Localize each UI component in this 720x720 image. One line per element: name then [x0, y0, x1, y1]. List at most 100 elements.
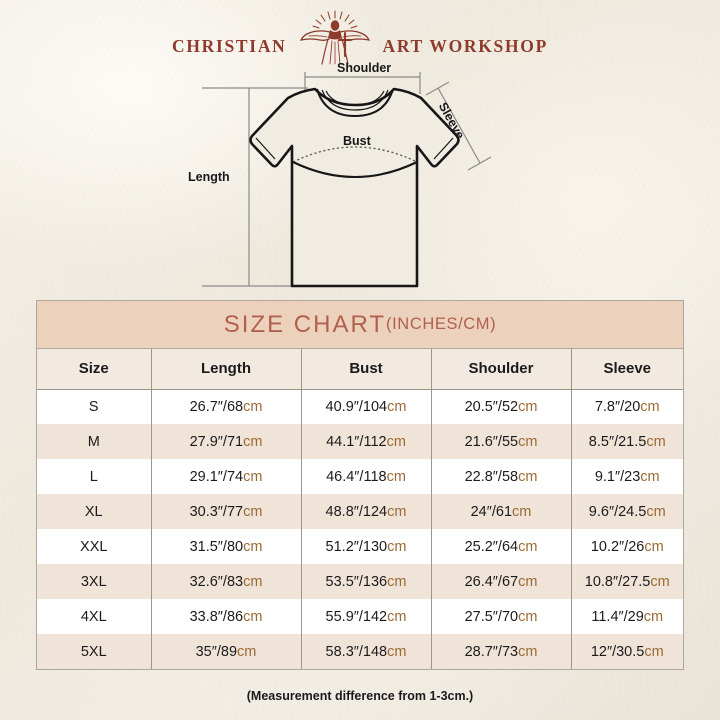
value-unit: cm — [243, 433, 263, 450]
value-inches: 31.5″/80 — [189, 538, 244, 555]
table-row: 4XL 33.8″/86cm 55.9″/142cm 27.5″/70cm 11.4″/… — [37, 599, 683, 634]
table-row: XL 30.3″/77cm 48.8″/124cm 24″/61cm 9.6″/24.5… — [37, 494, 683, 529]
value-unit: cm — [387, 608, 407, 625]
column-header-size: Size — [37, 349, 152, 390]
value-inches: 8.5″/21.5 — [588, 433, 647, 450]
cell-shoulder: 20.5″/52cm — [431, 389, 572, 424]
value-unit: cm — [518, 538, 538, 555]
value-inches: 55.9″/142 — [325, 608, 388, 625]
value-unit: cm — [644, 538, 664, 555]
value-unit: cm — [387, 503, 407, 520]
value-inches: 32.6″/83 — [189, 573, 244, 590]
length-dimension-label: Length — [188, 170, 230, 184]
cell-length: 29.1″/74cm — [151, 459, 302, 494]
cell-length: 31.5″/80cm — [151, 529, 302, 564]
value-inches: 33.8″/86 — [189, 608, 244, 625]
size-chart-title-bar: SIZE CHART (INCHES/CM) — [37, 301, 683, 349]
size-chart-units: (INCHES/CM) — [386, 315, 497, 333]
column-header-bust: Bust — [301, 349, 432, 390]
bust-dimension-label: Bust — [343, 134, 371, 148]
value-inches: 35″/89 — [195, 643, 238, 660]
cell-bust: 40.9″/104cm — [301, 389, 432, 424]
value-inches: 24″/61 — [470, 503, 513, 520]
cell-bust: 44.1″/112cm — [301, 424, 432, 459]
value-unit: cm — [386, 468, 406, 485]
value-inches: 7.8″/20 — [594, 398, 641, 415]
cell-length: 32.6″/83cm — [151, 564, 302, 599]
value-inches: 26.4″/67 — [464, 573, 519, 590]
cell-length: 35″/89cm — [151, 634, 302, 669]
value-inches: 27.5″/70 — [464, 608, 519, 625]
cell-bust: 48.8″/124cm — [301, 494, 432, 529]
value-inches: 29.1″/74 — [189, 468, 244, 485]
cell-length: 27.9″/71cm — [151, 424, 302, 459]
size-chart-title: SIZE CHART — [223, 310, 387, 338]
cell-size: M — [37, 424, 152, 459]
table-row: L 29.1″/74cm 46.4″/118cm 22.8″/58cm 9.1″/23c… — [37, 459, 683, 494]
value-unit: cm — [643, 608, 664, 625]
risen-christ-cross-icon — [287, 8, 383, 66]
cell-sleeve: 10.8″/27.5cm — [571, 564, 683, 599]
value-unit: cm — [387, 643, 407, 660]
cell-sleeve: 9.6″/24.5cm — [571, 494, 683, 529]
value-inches: 51.2″/130 — [325, 538, 388, 555]
cell-size: 5XL — [37, 634, 152, 669]
value-unit: cm — [243, 398, 263, 415]
value-unit: cm — [646, 433, 666, 450]
value-inches: 58.3″/148 — [325, 643, 388, 660]
size-chart-table: SIZE CHART (INCHES/CM) Size Length Bust … — [36, 300, 684, 670]
value-inches: 11.4″/29 — [591, 608, 644, 625]
value-unit: cm — [386, 433, 406, 450]
value-inches: 26.7″/68 — [189, 398, 244, 415]
value-unit: cm — [387, 398, 407, 415]
value-unit: cm — [650, 573, 670, 590]
cell-sleeve: 8.5″/21.5cm — [571, 424, 683, 459]
cell-bust: 46.4″/118cm — [301, 459, 432, 494]
value-unit: cm — [518, 433, 538, 450]
measurement-tolerance-note: (Measurement difference from 1-3cm.) — [246, 689, 474, 703]
value-inches: 46.4″/118 — [326, 468, 387, 485]
cell-shoulder: 27.5″/70cm — [431, 599, 572, 634]
table-row: 3XL 32.6″/83cm 53.5″/136cm 26.4″/67cm 10.8″/… — [37, 564, 683, 599]
cell-length: 30.3″/77cm — [151, 494, 302, 529]
value-inches: 9.1″/23 — [594, 468, 641, 485]
value-unit: cm — [237, 643, 257, 660]
value-inches: 10.8″/27.5 — [584, 573, 651, 590]
value-unit: cm — [518, 468, 538, 485]
value-inches: 25.2″/64 — [464, 538, 519, 555]
cell-sleeve: 12″/30.5cm — [571, 634, 683, 669]
value-unit: cm — [518, 573, 538, 590]
cell-sleeve: 9.1″/23cm — [571, 459, 683, 494]
value-unit: cm — [644, 643, 664, 660]
cell-length: 33.8″/86cm — [151, 599, 302, 634]
value-inches: 22.8″/58 — [464, 468, 519, 485]
cell-shoulder: 28.7″/73cm — [431, 634, 572, 669]
cell-shoulder: 25.2″/64cm — [431, 529, 572, 564]
value-inches: 28.7″/73 — [464, 643, 519, 660]
value-unit: cm — [387, 538, 407, 555]
value-unit: cm — [518, 643, 538, 660]
garment-measurement-diagram: Shoulder Bust Length Sleeve — [180, 58, 530, 298]
value-inches: 27.9″/71 — [189, 433, 244, 450]
column-header-length: Length — [151, 349, 302, 390]
value-inches: 9.6″/24.5 — [588, 503, 647, 520]
value-unit: cm — [518, 608, 538, 625]
column-header-sleeve: Sleeve — [571, 349, 683, 390]
cell-shoulder: 21.6″/55cm — [431, 424, 572, 459]
value-unit: cm — [640, 398, 660, 415]
measurements-table: Size Length Bust Shoulder Sleeve S 26.7″/… — [37, 349, 683, 669]
value-inches: 44.1″/112 — [326, 433, 387, 450]
table-row: S 26.7″/68cm 40.9″/104cm 20.5″/52cm 7.8″/20c… — [37, 389, 683, 424]
column-header-shoulder: Shoulder — [431, 349, 572, 390]
cell-bust: 58.3″/148cm — [301, 634, 432, 669]
brand-name-right: ART WORKSHOP — [382, 35, 548, 56]
table-header-row: Size Length Bust Shoulder Sleeve — [37, 349, 683, 390]
value-unit: cm — [243, 573, 263, 590]
value-unit: cm — [243, 503, 263, 520]
cell-sleeve: 7.8″/20cm — [571, 389, 683, 424]
shoulder-dimension-label: Shoulder — [337, 61, 392, 75]
cell-bust: 51.2″/130cm — [301, 529, 432, 564]
value-unit: cm — [243, 468, 263, 485]
value-inches: 21.6″/55 — [464, 433, 519, 450]
value-unit: cm — [512, 503, 532, 520]
